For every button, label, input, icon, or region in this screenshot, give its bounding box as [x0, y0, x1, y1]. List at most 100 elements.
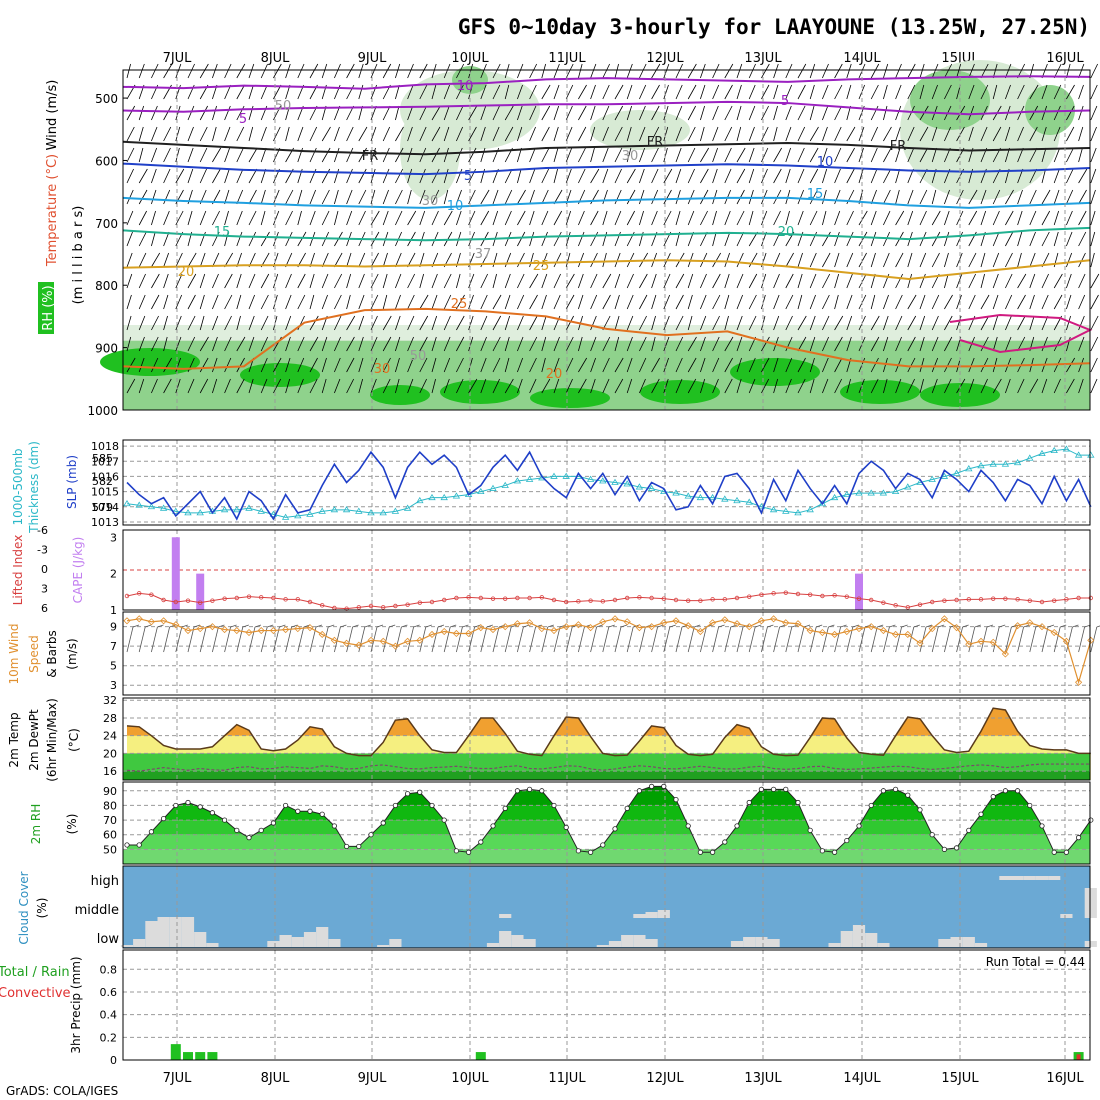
date-label-top-11JUL: 11JUL: [548, 51, 586, 66]
wind-barb: [834, 63, 843, 79]
wind-barb: [285, 378, 291, 394]
date-label-bottom-14JUL: 14JUL: [843, 1071, 881, 1086]
wind10-barb-flag-40: [620, 624, 628, 628]
wind-barb: [590, 147, 595, 163]
wind-barb: [590, 168, 600, 184]
wind10-marker-1: [135, 615, 143, 623]
wind10-marker-47: [696, 627, 704, 636]
wind-barb: [553, 378, 560, 394]
wind-barb: [1053, 189, 1060, 205]
rh-marker-68: [953, 845, 960, 851]
wind10-barb-66: [931, 626, 939, 653]
wind-barb: [614, 252, 621, 268]
lifted-frame: [122, 529, 1091, 611]
wind-barb: [651, 273, 657, 289]
wind-barb: [175, 315, 182, 331]
wind-barb: [968, 273, 976, 289]
wind-barb: [797, 84, 806, 100]
wind10-marker-75: [1038, 623, 1046, 631]
wind-barb: [504, 315, 511, 331]
rh-marker-10: [246, 835, 252, 841]
wind-barb: [822, 357, 829, 373]
thickness-marker-47: [696, 493, 705, 501]
wind-barb: [126, 126, 135, 142]
cloud-background: [123, 866, 1090, 948]
wind-barb: [212, 231, 220, 247]
wind-barb: [870, 378, 879, 394]
wind-barb: [151, 252, 161, 268]
wind-barb: [419, 105, 427, 121]
wind-barb: [443, 336, 451, 352]
wind-barb: [224, 168, 230, 184]
wind10-barb-16: [321, 626, 329, 653]
wind-barb: [675, 84, 683, 100]
wind-barb: [492, 273, 497, 289]
precip-total-bar-1: [183, 1052, 193, 1060]
wind-barb: [883, 357, 888, 373]
wind-barb: [346, 147, 354, 163]
rh-marker-50: [734, 823, 740, 829]
rh-marker-63: [892, 786, 899, 792]
wind-barb: [126, 168, 134, 184]
wind10-barb-36: [565, 626, 573, 653]
isotherm-label-2: 5: [239, 112, 247, 127]
rh-marker-19: [356, 843, 362, 850]
wind-barb: [773, 63, 779, 79]
wind-barb: [1041, 84, 1048, 100]
wind-barb: [1090, 231, 1096, 247]
wind-barb: [1005, 189, 1014, 205]
wind-barb: [748, 357, 756, 373]
lifted-marker-32: [515, 595, 520, 601]
date-label-bottom-7JUL: 7JUL: [163, 1071, 193, 1086]
lifted-marker-61: [869, 597, 874, 603]
wind-barb: [419, 336, 428, 352]
wind-barb: [309, 336, 319, 352]
cloud-low-bar-43: [645, 939, 658, 947]
wind-barb: [358, 357, 364, 373]
wind-barb: [1041, 378, 1048, 394]
wind-barb: [748, 84, 756, 100]
wind-barb: [700, 357, 706, 373]
rh-marker-59: [844, 837, 850, 844]
wind-barb: [382, 168, 390, 184]
wind-barb: [626, 126, 632, 142]
wind-barb: [687, 336, 697, 352]
wind-barb: [675, 378, 683, 394]
wind-barb: [700, 168, 709, 184]
wind10-barb-flag-20: [376, 624, 384, 628]
slp-line: [126, 450, 1092, 521]
precip-convective-bar-5: [1076, 1054, 1081, 1060]
wind-barb: [712, 357, 720, 373]
wind-barb: [224, 105, 231, 121]
wind-barb: [834, 84, 843, 100]
wind-barb: [980, 252, 986, 268]
wind-barb: [553, 210, 563, 226]
wind10-barb-31: [504, 626, 512, 653]
temp-tick-16: 16: [103, 765, 117, 778]
thickness-marker-36: [562, 472, 570, 479]
lifted-marker-48: [710, 597, 715, 602]
wind-barb: [809, 105, 815, 121]
wind-barb: [212, 210, 220, 226]
wind-barb: [834, 210, 841, 226]
wind-barb: [199, 147, 208, 163]
wind-barb: [456, 168, 463, 184]
wind-barb: [443, 84, 450, 100]
wind10-marker-57: [818, 628, 826, 637]
wind-barb: [1029, 189, 1037, 205]
cloud-low-bar-40: [608, 941, 622, 947]
wind-barb: [1090, 273, 1100, 289]
wind-barb: [321, 63, 328, 79]
wind-barb: [578, 357, 588, 373]
wind10-barb-76: [1053, 626, 1061, 653]
wind-barb: [712, 105, 719, 121]
wind-barb: [773, 357, 779, 373]
wind-barb: [578, 252, 585, 268]
wind10-barb-19: [358, 626, 366, 653]
thickness-marker-0: [123, 499, 131, 507]
wind-barb: [309, 231, 316, 247]
wind-barb: [1066, 357, 1076, 373]
cloud-middle-bar-79: [1084, 888, 1097, 918]
wind-barb: [358, 210, 366, 226]
wind-barb: [273, 189, 280, 205]
